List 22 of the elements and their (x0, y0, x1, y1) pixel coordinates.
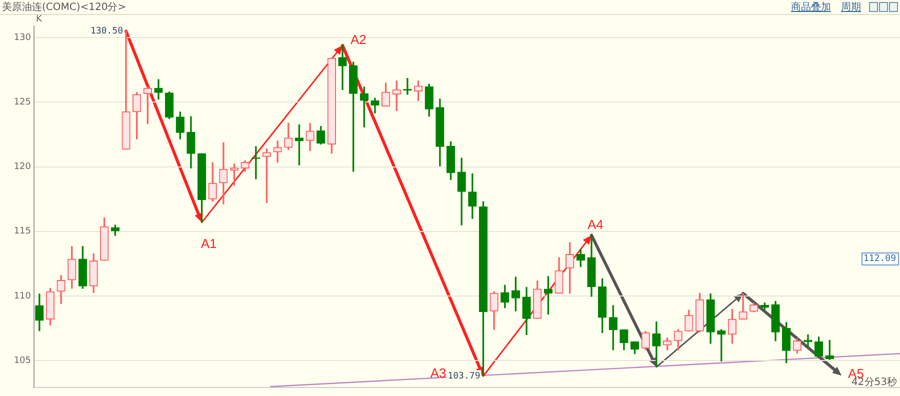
chart-title: 美原油连(COMC)<120分> (1, 0, 126, 14)
candlestick (338, 45, 347, 90)
text: K (36, 14, 43, 24)
annotation: 130.50 (90, 26, 124, 37)
text: 周期 (841, 0, 861, 14)
annotation: A3 (430, 366, 446, 381)
y-tick-label: 120 (14, 162, 32, 172)
annotation: 103.79 (448, 371, 480, 382)
y-tick-label: 125 (14, 98, 31, 108)
y-tick-label: 115 (14, 226, 31, 237)
text: 商品叠加 (791, 0, 831, 14)
candlestick (804, 334, 812, 347)
candlestick (219, 142, 228, 204)
y-tick-label: 130 (14, 32, 32, 43)
text: 112.09 (863, 254, 896, 264)
candlestick (273, 140, 282, 163)
text: 42分53秒 (852, 376, 897, 388)
annotation: A1 (200, 236, 217, 252)
y-tick-label: 105 (14, 356, 31, 366)
annotation: A2 (350, 32, 366, 47)
annotation: A4 (587, 216, 604, 232)
y-tick-label: 110 (14, 291, 32, 302)
